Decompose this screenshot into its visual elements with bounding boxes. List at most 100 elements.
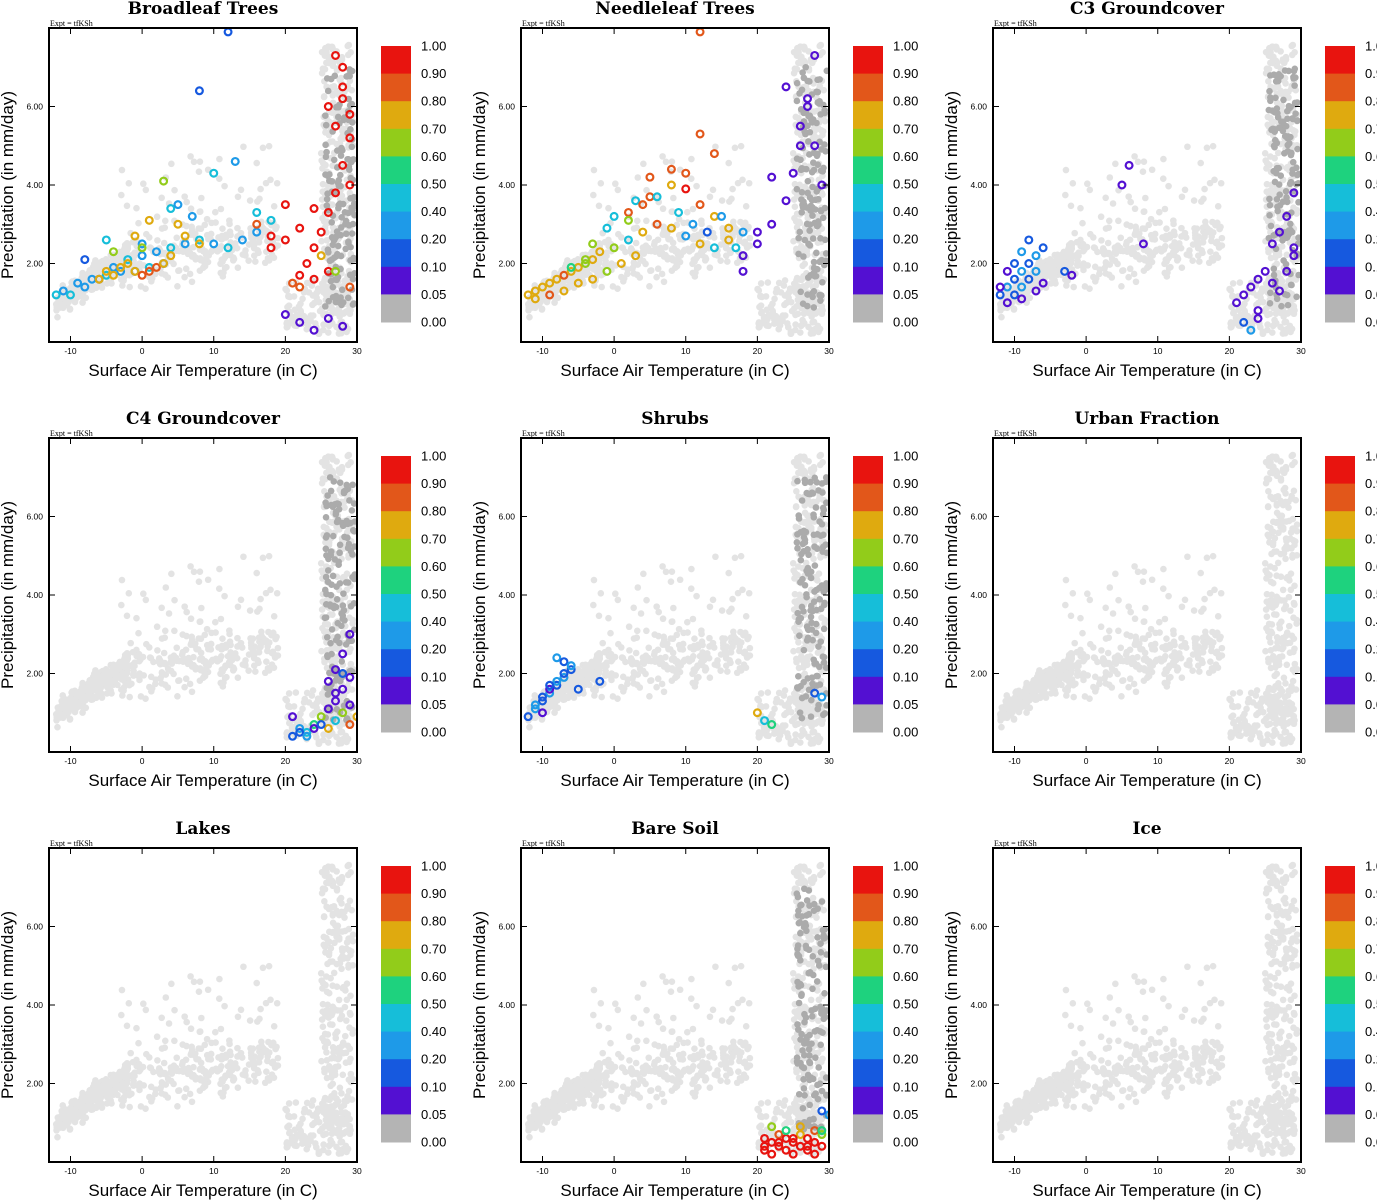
data-point	[137, 270, 147, 280]
colorbar-label: 0.00	[893, 315, 918, 330]
zero-point	[322, 514, 330, 521]
zero-point	[323, 75, 331, 82]
background-point	[333, 733, 340, 741]
background-point	[1209, 218, 1216, 226]
zero-point	[798, 86, 806, 94]
data-point	[1031, 266, 1041, 276]
background-point	[106, 670, 114, 677]
background-point	[318, 69, 326, 77]
background-point	[794, 310, 802, 318]
zero-point	[821, 106, 828, 114]
background-point	[1029, 284, 1037, 291]
background-point	[1058, 271, 1065, 279]
data-point	[223, 28, 233, 37]
background-point	[1140, 208, 1148, 215]
background-point	[178, 651, 186, 659]
zero-point	[329, 572, 337, 580]
zero-point	[1284, 107, 1291, 115]
background-point	[1161, 260, 1168, 268]
zero-point	[328, 626, 336, 633]
colorbar-label: 1.00	[421, 449, 446, 464]
background-point	[781, 277, 789, 284]
background-point	[1185, 250, 1192, 258]
colorbar-label: 0.50	[421, 177, 446, 192]
background-point	[195, 225, 203, 232]
background-point	[612, 180, 619, 188]
background-point	[1265, 77, 1272, 85]
background-point	[786, 285, 794, 292]
background-point	[1148, 166, 1156, 174]
background-point	[762, 293, 770, 300]
background-point	[125, 589, 133, 597]
zero-point	[795, 234, 802, 242]
background-point	[1140, 158, 1148, 165]
background-point	[157, 674, 164, 682]
background-point	[300, 312, 308, 320]
data-point	[137, 239, 147, 249]
zero-point	[330, 478, 338, 485]
colorbar-band	[381, 538, 411, 567]
background-point	[186, 270, 194, 278]
x-tick-label: 0	[140, 756, 145, 766]
zero-point	[348, 230, 356, 237]
colorbar-band	[381, 211, 411, 240]
data-point	[295, 270, 305, 280]
background-point	[315, 740, 323, 747]
data-point	[295, 317, 305, 327]
data-point	[187, 211, 197, 221]
zero-point	[793, 79, 801, 87]
zero-point	[334, 619, 342, 627]
background-point	[333, 323, 340, 331]
zero-point	[331, 254, 338, 261]
colorbar-band	[853, 156, 883, 185]
zero-point	[327, 551, 335, 559]
background-point	[53, 303, 61, 311]
background-point	[114, 681, 121, 689]
background-point	[217, 260, 224, 268]
data-point	[331, 716, 341, 726]
data-point	[166, 251, 176, 261]
background-point	[1178, 193, 1186, 201]
data-point	[545, 278, 555, 288]
x-tick-label: -10	[1008, 346, 1021, 356]
colorbar-label: 0.40	[421, 614, 446, 629]
background-point	[1147, 231, 1155, 239]
background-point	[259, 639, 266, 646]
background-point	[675, 231, 683, 239]
background-point	[286, 320, 294, 327]
colorbar-band	[381, 511, 411, 540]
background-point	[1068, 245, 1075, 253]
background-point	[172, 654, 180, 662]
background-point	[796, 329, 804, 336]
zero-point	[349, 526, 357, 534]
background-point	[646, 283, 653, 290]
background-point	[1277, 323, 1284, 331]
background-point	[273, 179, 281, 187]
zero-point	[324, 691, 332, 698]
data-point	[323, 723, 333, 733]
background-point	[116, 248, 124, 256]
background-point	[538, 715, 546, 723]
background-point	[264, 643, 271, 650]
background-point	[1271, 303, 1279, 311]
zero-point	[1293, 293, 1300, 301]
background-point	[1217, 223, 1224, 231]
expt-label: Expt = tfKSh	[994, 19, 1037, 28]
background-point	[255, 644, 263, 652]
background-point	[124, 655, 131, 663]
colorbar-label: 0.60	[893, 149, 918, 164]
background-point	[578, 670, 586, 677]
background-point	[660, 278, 668, 286]
data-point	[123, 255, 133, 265]
background-point	[692, 269, 699, 276]
panel-title: C3 Groundcover	[1070, 0, 1225, 19]
background-point	[256, 195, 263, 203]
background-point	[247, 635, 254, 642]
x-tick-label: 30	[824, 346, 834, 356]
background-point	[190, 243, 197, 251]
data-point	[781, 82, 791, 92]
background-point	[1097, 213, 1105, 221]
data-point	[781, 196, 791, 206]
zero-point	[813, 249, 820, 257]
zero-point	[327, 639, 334, 647]
